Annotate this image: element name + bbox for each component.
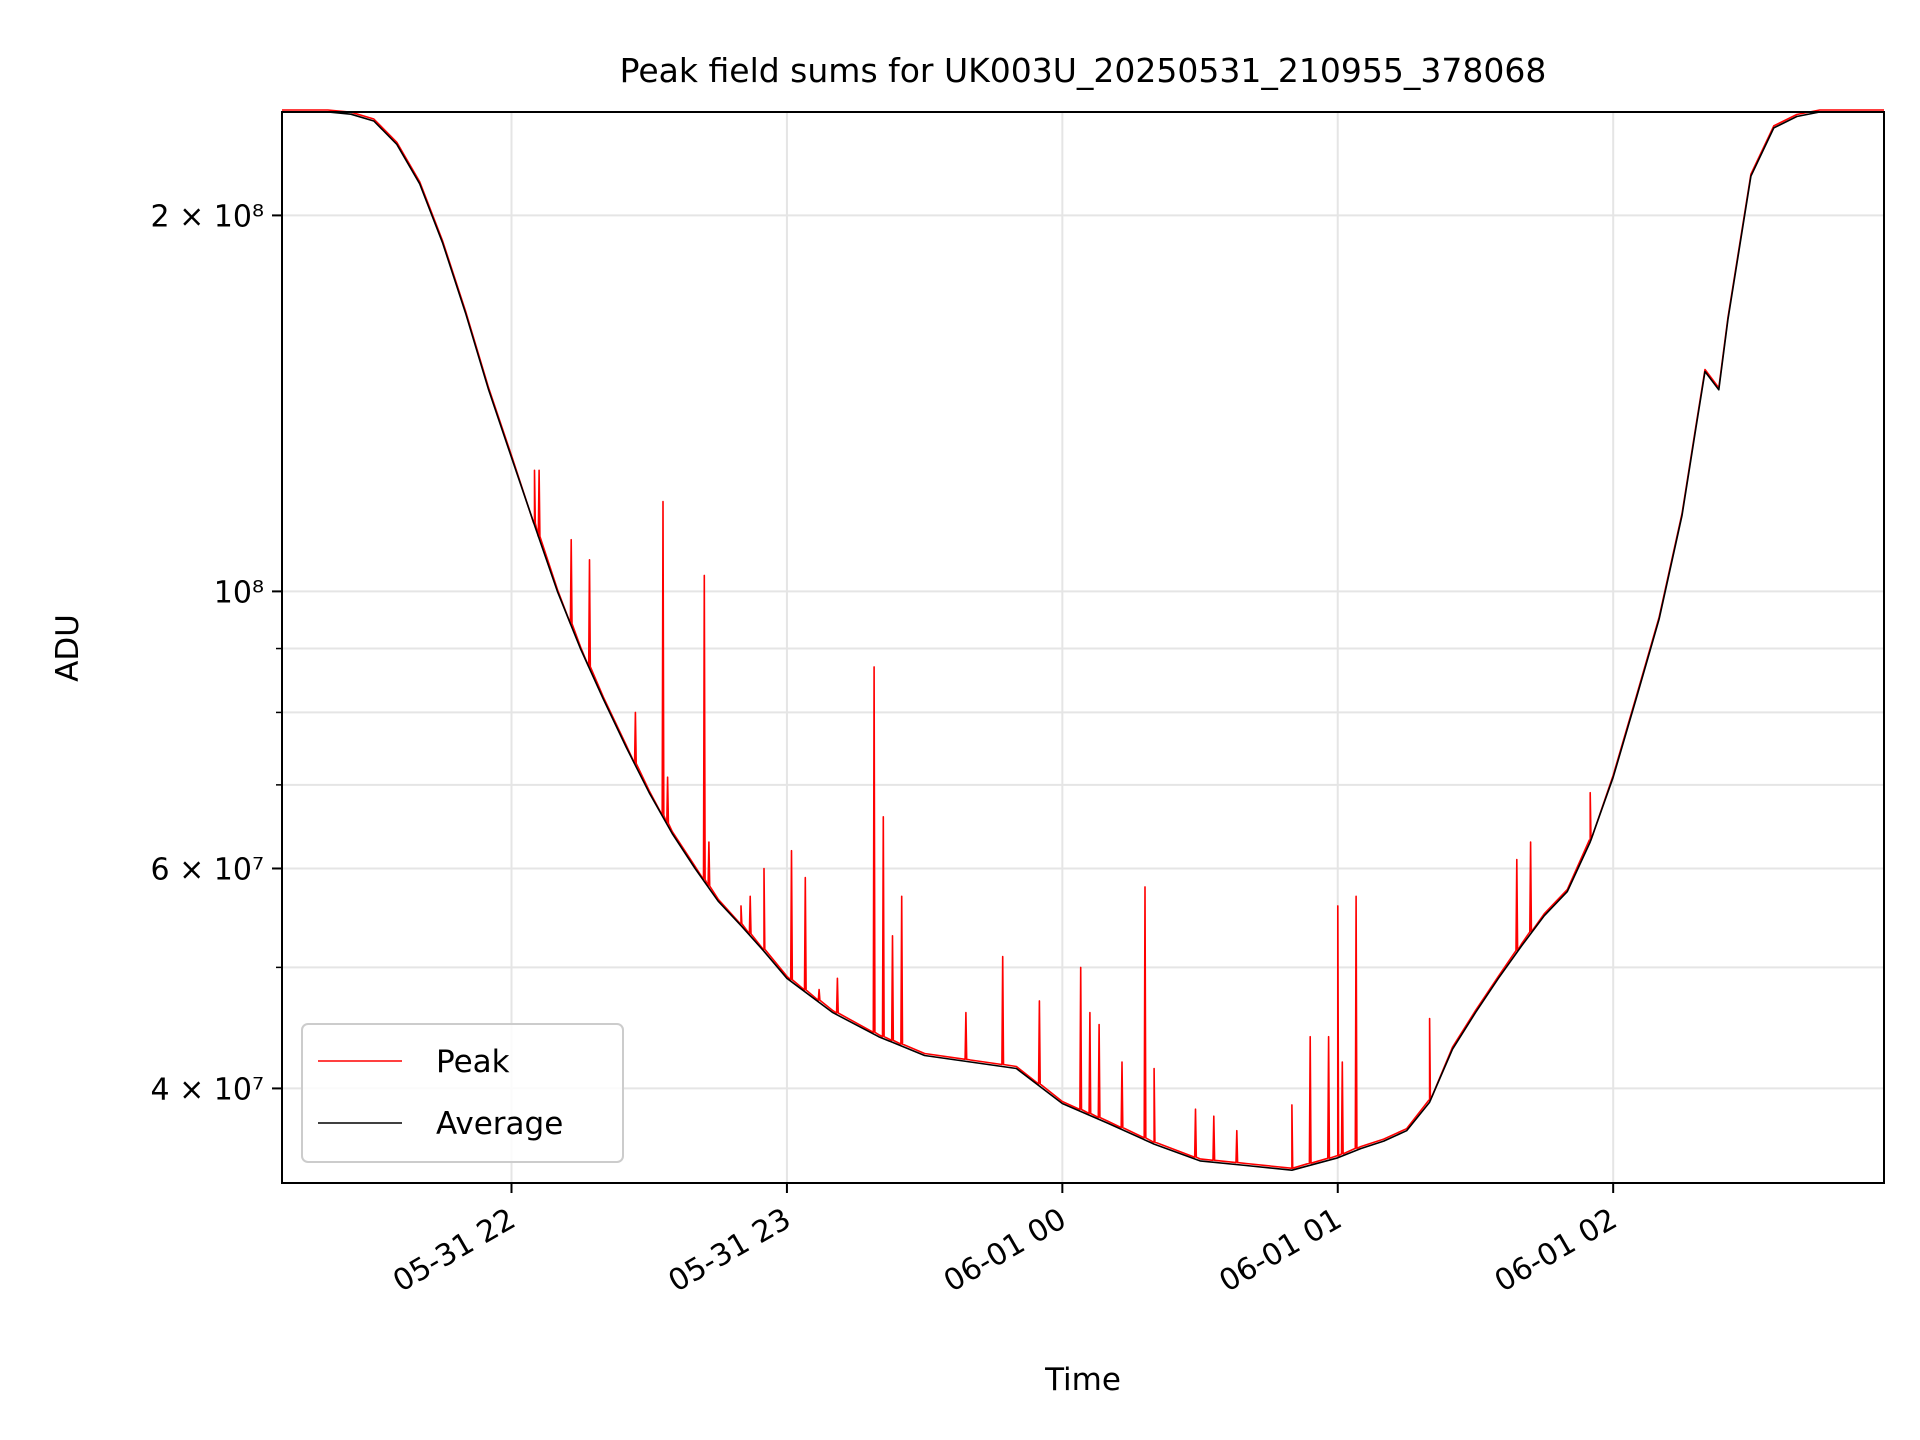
- legend-box: [301, 1023, 624, 1163]
- plot-lines: [282, 109, 1884, 1171]
- legend-peak-label: Peak: [436, 1044, 510, 1080]
- x-axis-label: Time: [1044, 1362, 1121, 1398]
- y-tick-label: 2 × 10⁸: [151, 199, 265, 234]
- chart-title: Peak field sums for UK003U_20250531_2109…: [620, 51, 1547, 90]
- y-axis: 4 × 10⁷ 6 × 10⁷ 10⁸ 2 × 10⁸: [151, 199, 282, 1107]
- average-line: [282, 111, 1884, 1171]
- legend: Peak Average: [301, 1023, 624, 1163]
- y-tick-label: 4 × 10⁷: [151, 1072, 265, 1107]
- plot-frame: [281, 111, 1885, 1184]
- y-tick-label: 6 × 10⁷: [151, 852, 265, 887]
- legend-average-label: Average: [436, 1106, 563, 1142]
- y-tick-label: 10⁸: [214, 575, 264, 610]
- y-axis-label: ADU: [50, 614, 86, 682]
- grid: [282, 112, 1884, 1183]
